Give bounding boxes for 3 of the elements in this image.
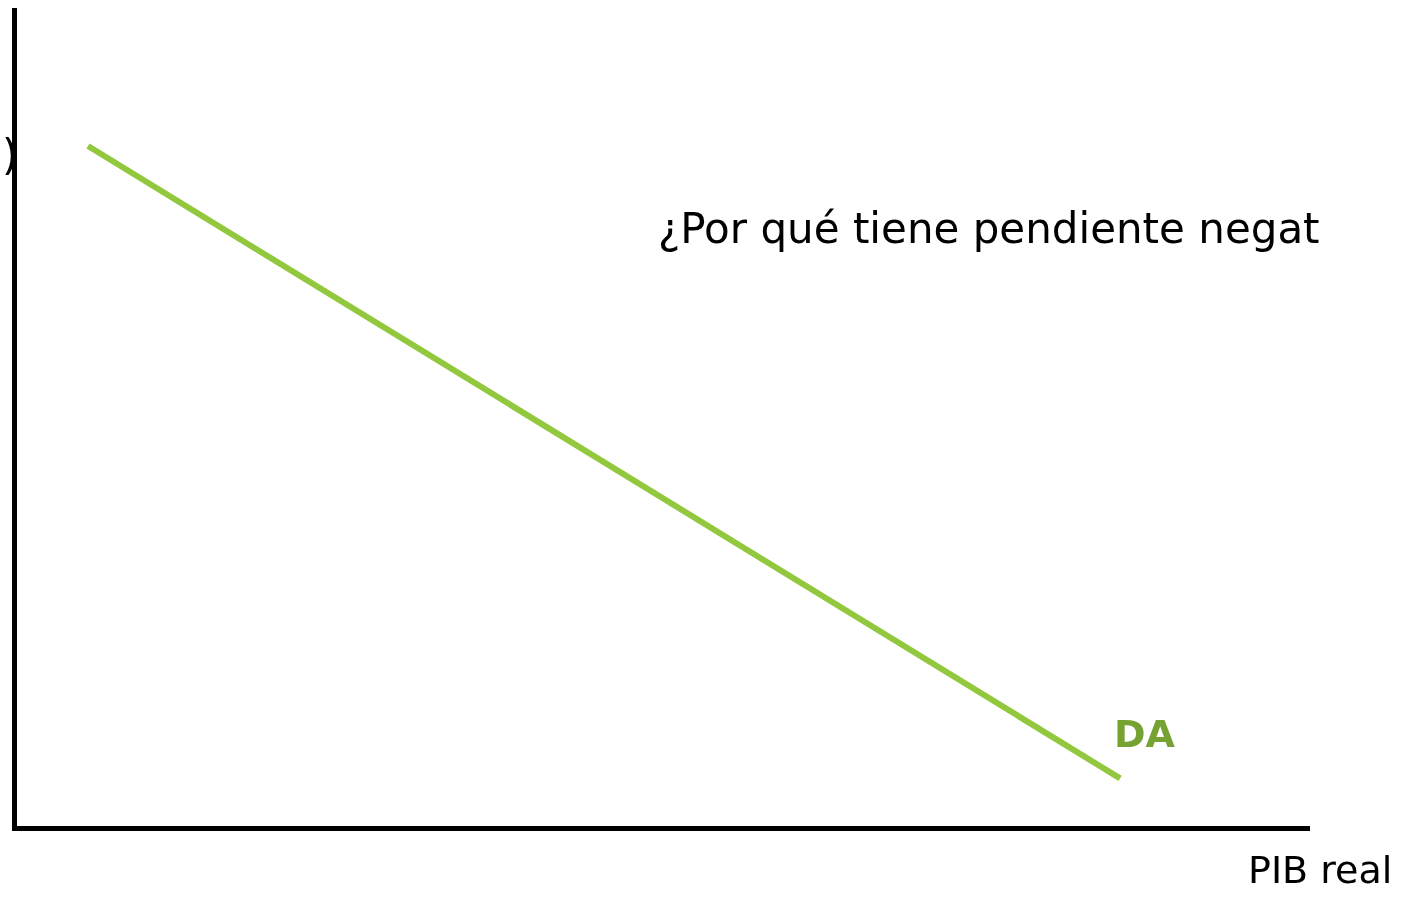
annotation: ¿Por qué tiene pendiente negat bbox=[658, 204, 1320, 253]
series-label: DA bbox=[1114, 712, 1176, 756]
x-axis-title: PIB real bbox=[1248, 848, 1393, 892]
